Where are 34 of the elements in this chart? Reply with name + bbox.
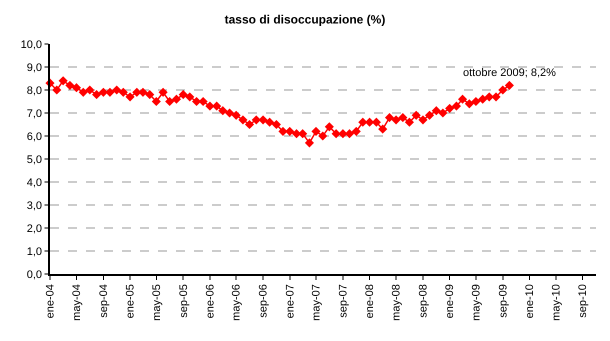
y-tick-label: 9,0 — [26, 62, 42, 74]
x-tick-label: ene-04 — [44, 284, 57, 318]
y-tick-label: 7,0 — [26, 108, 42, 120]
x-tick-label: may-07 — [310, 284, 323, 321]
y-tick-label: 6,0 — [26, 130, 42, 143]
x-tick-label: sep-04 — [98, 284, 110, 318]
x-tick-label: ene-07 — [284, 284, 296, 318]
x-tick-label: sep-10 — [577, 284, 590, 318]
x-tick-label: may-08 — [390, 284, 403, 321]
x-tick-label: ene-08 — [364, 284, 376, 318]
y-tick-label: 4,0 — [26, 176, 42, 189]
annotation: ottobre 2009; 8,2% — [463, 67, 556, 79]
x-tick-label: may-05 — [150, 284, 163, 321]
x-tick-label: may-09 — [470, 284, 482, 321]
x-tick-label: may-04 — [71, 284, 84, 321]
chart-title: tasso di disoccupazione (%) — [224, 12, 386, 27]
x-tick-label: ene-06 — [204, 284, 216, 318]
x-tick-label: sep-07 — [337, 284, 350, 318]
x-tick-label: ene-09 — [444, 284, 456, 318]
y-tick-label: 3,0 — [26, 200, 42, 212]
y-tick-label: 1,0 — [26, 246, 42, 258]
y-tick-label: 10,0 — [20, 38, 42, 51]
x-tick-label: ene-05 — [124, 284, 137, 318]
y-tick-label: 0,0 — [26, 268, 42, 281]
x-tick-label: ene-10 — [524, 284, 536, 318]
y-tick-label: 8,0 — [26, 84, 42, 97]
x-tick-label: may-06 — [230, 284, 243, 321]
x-tick-label: sep-06 — [258, 284, 270, 318]
x-tick-label: sep-05 — [178, 284, 190, 318]
y-tick-label: 2,0 — [26, 222, 42, 235]
x-tick-label: sep-08 — [418, 284, 430, 318]
y-tick-label: 5,0 — [26, 154, 42, 166]
x-tick-label: may-10 — [550, 284, 562, 321]
x-tick-label: sep-09 — [497, 284, 510, 318]
